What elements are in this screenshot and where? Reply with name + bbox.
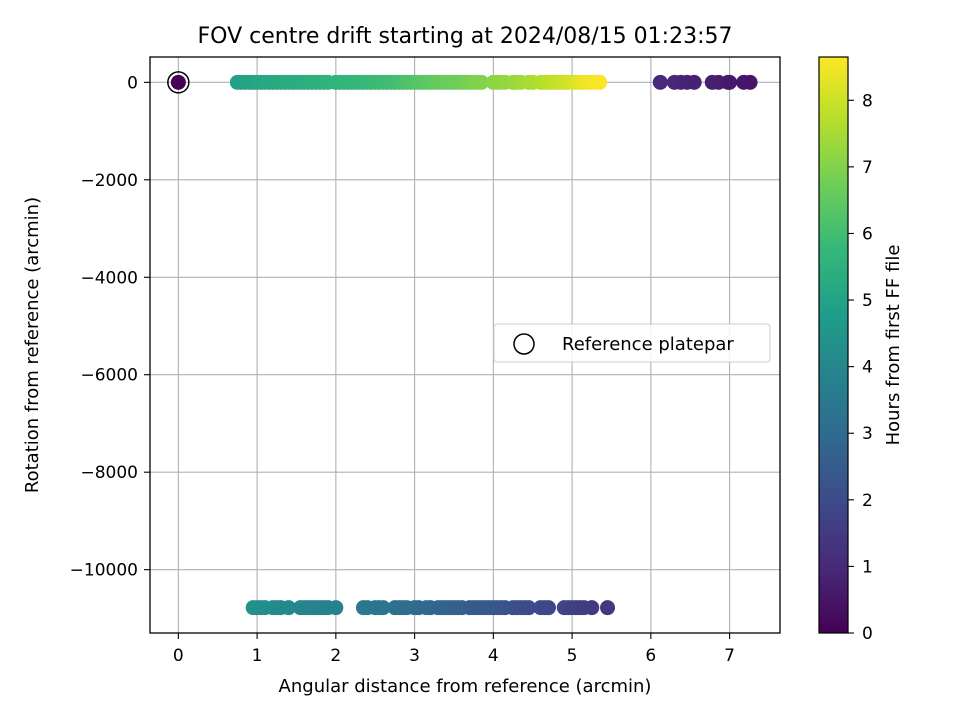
colorbar-tick-label: 6 (862, 224, 873, 244)
data-point (652, 74, 668, 90)
colorbar: 0 1 2 3 4 5 6 7 8 Hours from first FF file (818, 56, 904, 644)
y-tick-label: −6000 (80, 366, 138, 386)
colorbar-tick-label: 2 (862, 491, 873, 511)
data-point (474, 74, 490, 90)
y-tick-label: −2000 (80, 171, 138, 191)
colorbar-gradient (818, 56, 849, 634)
data-point (722, 74, 738, 90)
x-tick-label: 6 (645, 646, 656, 666)
data-point (540, 600, 556, 616)
x-tick-label: 2 (330, 646, 341, 666)
legend: Reference platepar (493, 323, 771, 363)
y-axis-label: Rotation from reference (arcmin) (22, 197, 43, 493)
y-tick-label: −4000 (80, 268, 138, 288)
colorbar-tick-label: 4 (862, 358, 873, 378)
colorbar-tick-label: 3 (862, 424, 873, 444)
data-point (742, 74, 758, 90)
x-tick-label: 0 (173, 646, 184, 666)
data-point (600, 600, 616, 616)
reference-platepar-marker (167, 71, 190, 94)
colorbar-tick-label: 0 (862, 624, 873, 644)
legend-box (493, 323, 771, 363)
colorbar-tick-label: 7 (862, 158, 873, 178)
colorbar-tick-label: 5 (862, 291, 873, 311)
x-tick-label: 4 (488, 646, 499, 666)
data-point (281, 600, 297, 616)
y-tick-label: 0 (127, 73, 138, 93)
scatter-points (167, 71, 758, 616)
legend-marker (513, 333, 535, 355)
plot-frame (149, 56, 781, 634)
data-point (686, 74, 702, 90)
data-point (592, 74, 608, 90)
data-point (375, 600, 391, 616)
data-point (521, 600, 537, 616)
colorbar-tick-label: 1 (862, 557, 873, 577)
x-tick-label: 7 (724, 646, 735, 666)
legend-entry-reference-platepar: Reference platepar (562, 334, 734, 355)
x-tick-label: 1 (252, 646, 263, 666)
chart-title: FOV centre drift starting at 2024/08/15 … (198, 24, 733, 49)
colorbar-label: Hours from first FF file (883, 245, 904, 446)
colorbar-tick-label: 8 (862, 91, 873, 111)
colorbar-ticks: 0 1 2 3 4 5 6 7 8 (848, 91, 873, 644)
data-point (328, 600, 344, 616)
x-axis-ticks: 0 1 2 3 4 5 6 7 (173, 633, 735, 666)
reference-point (170, 74, 186, 90)
y-axis-ticks: 0 −2000 −4000 −6000 −8000 −10000 (70, 73, 150, 581)
x-axis-label: Angular distance from reference (arcmin) (279, 676, 652, 697)
data-point (584, 600, 600, 616)
y-tick-label: −8000 (80, 463, 138, 483)
x-tick-label: 3 (409, 646, 420, 666)
y-tick-label: −10000 (70, 561, 138, 581)
x-tick-label: 5 (567, 646, 578, 666)
